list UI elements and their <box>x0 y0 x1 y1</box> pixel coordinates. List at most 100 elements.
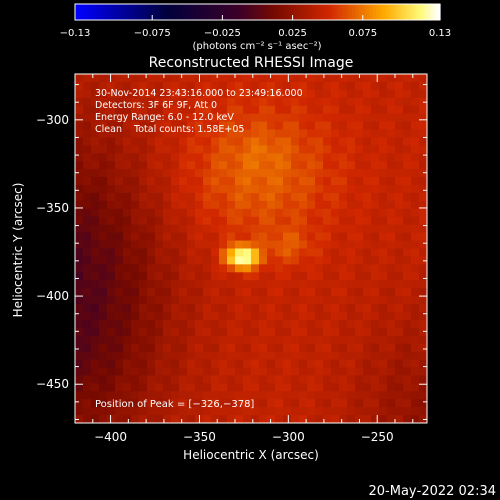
heatmap-cell <box>307 319 316 329</box>
heatmap-cell <box>315 367 324 376</box>
heatmap-cell <box>219 177 228 186</box>
heatmap-cell <box>283 407 292 416</box>
heatmap-cell <box>363 272 372 281</box>
x-tick-label: −250 <box>361 430 394 444</box>
heatmap-cell <box>275 248 284 257</box>
heatmap-cell <box>275 367 284 376</box>
heatmap-cell <box>291 224 300 234</box>
heatmap-cell <box>259 351 268 361</box>
heatmap-cell <box>227 280 236 289</box>
heatmap-cell <box>331 113 340 123</box>
heatmap-cell <box>155 248 164 257</box>
heatmap-cell <box>83 145 92 154</box>
heatmap-cell <box>355 248 364 257</box>
heatmap-cell <box>323 145 332 154</box>
heatmap-cell <box>147 192 156 202</box>
heatmap-cell <box>91 288 100 297</box>
heatmap-cell <box>387 391 396 400</box>
heatmap-cell <box>419 359 428 368</box>
heatmap-cell <box>419 192 428 202</box>
heatmap-cell <box>291 105 300 115</box>
heatmap-cell <box>195 240 204 249</box>
heatmap-cell <box>323 137 332 146</box>
heatmap-cell <box>227 319 236 329</box>
heatmap-cell <box>131 399 140 408</box>
colorbar-cell <box>236 4 240 20</box>
heatmap-cell <box>227 407 236 416</box>
heatmap-cell <box>251 272 260 281</box>
heatmap-cell <box>403 359 412 368</box>
heatmap-cell <box>371 161 380 170</box>
heatmap-cell <box>123 319 132 329</box>
heatmap-cell <box>75 327 84 337</box>
heatmap-cell <box>275 311 284 321</box>
heatmap-cell <box>187 351 196 361</box>
heatmap-cell <box>331 343 340 353</box>
heatmap-cell <box>395 343 404 353</box>
heatmap-cell <box>187 113 196 123</box>
heatmap-cell <box>219 327 228 337</box>
heatmap-cell <box>323 256 332 265</box>
colorbar-cell <box>427 4 432 20</box>
colorbar-cell <box>385 4 389 20</box>
heatmap-cell <box>99 335 108 345</box>
heatmap-cell <box>195 288 204 297</box>
heatmap-cell <box>283 296 292 305</box>
heatmap-cell <box>123 105 132 115</box>
heatmap-cell <box>371 216 380 226</box>
heatmap-cell <box>363 327 372 337</box>
heatmap-cell <box>123 161 132 170</box>
heatmap-cell <box>395 327 404 337</box>
heatmap-cell <box>75 391 84 400</box>
heatmap-cell <box>155 113 164 123</box>
heatmap-cell <box>363 296 372 305</box>
heatmap-cell <box>99 415 108 424</box>
colorbar-cell <box>221 4 225 20</box>
heatmap-cell <box>99 169 108 178</box>
heatmap-cell <box>227 351 236 361</box>
heatmap-cell <box>299 375 308 384</box>
heatmap-cell <box>235 161 244 170</box>
heatmap-cell <box>267 383 276 392</box>
heatmap-cell <box>203 137 212 146</box>
heatmap-cell <box>419 248 428 257</box>
heatmap-cell <box>355 304 364 313</box>
colorbar-cell <box>315 4 319 20</box>
heatmap-cell <box>99 89 108 99</box>
heatmap-cell <box>147 208 156 218</box>
heatmap-cell <box>155 74 164 83</box>
heatmap-cell <box>211 304 220 313</box>
heatmap-cell <box>179 367 188 376</box>
heatmap-cell <box>171 200 180 210</box>
heatmap-cell <box>315 335 324 345</box>
heatmap-cell <box>203 232 212 242</box>
heatmap-cell <box>307 232 316 242</box>
heatmap-cell <box>267 192 276 202</box>
heatmap-cell <box>307 383 316 392</box>
heatmap-cell <box>403 224 412 234</box>
heatmap-cell <box>115 383 124 392</box>
heatmap-cell <box>147 185 156 194</box>
heatmap-cell <box>283 335 292 345</box>
colorbar-cell <box>415 4 420 20</box>
heatmap-cell <box>347 232 356 242</box>
heatmap-cell <box>251 375 260 384</box>
heatmap-cell <box>171 272 180 281</box>
heatmap-cell <box>291 367 300 376</box>
heatmap-cell <box>139 264 148 273</box>
heatmap-cell <box>347 74 356 83</box>
heatmap-cell <box>235 264 244 273</box>
heatmap-cell <box>187 311 196 321</box>
heatmap-cell <box>347 97 356 107</box>
heatmap-cell <box>235 97 244 107</box>
heatmap-cell <box>419 391 428 400</box>
heatmap-cell <box>203 272 212 281</box>
heatmap-cell <box>395 177 404 186</box>
heatmap-cell <box>339 105 348 115</box>
heatmap-cell <box>155 145 164 154</box>
colorbar-cell <box>190 4 195 20</box>
heatmap-cell <box>171 391 180 400</box>
heatmap-cell <box>115 304 124 313</box>
heatmap-cell <box>163 224 172 234</box>
heatmap-cell <box>139 74 148 83</box>
